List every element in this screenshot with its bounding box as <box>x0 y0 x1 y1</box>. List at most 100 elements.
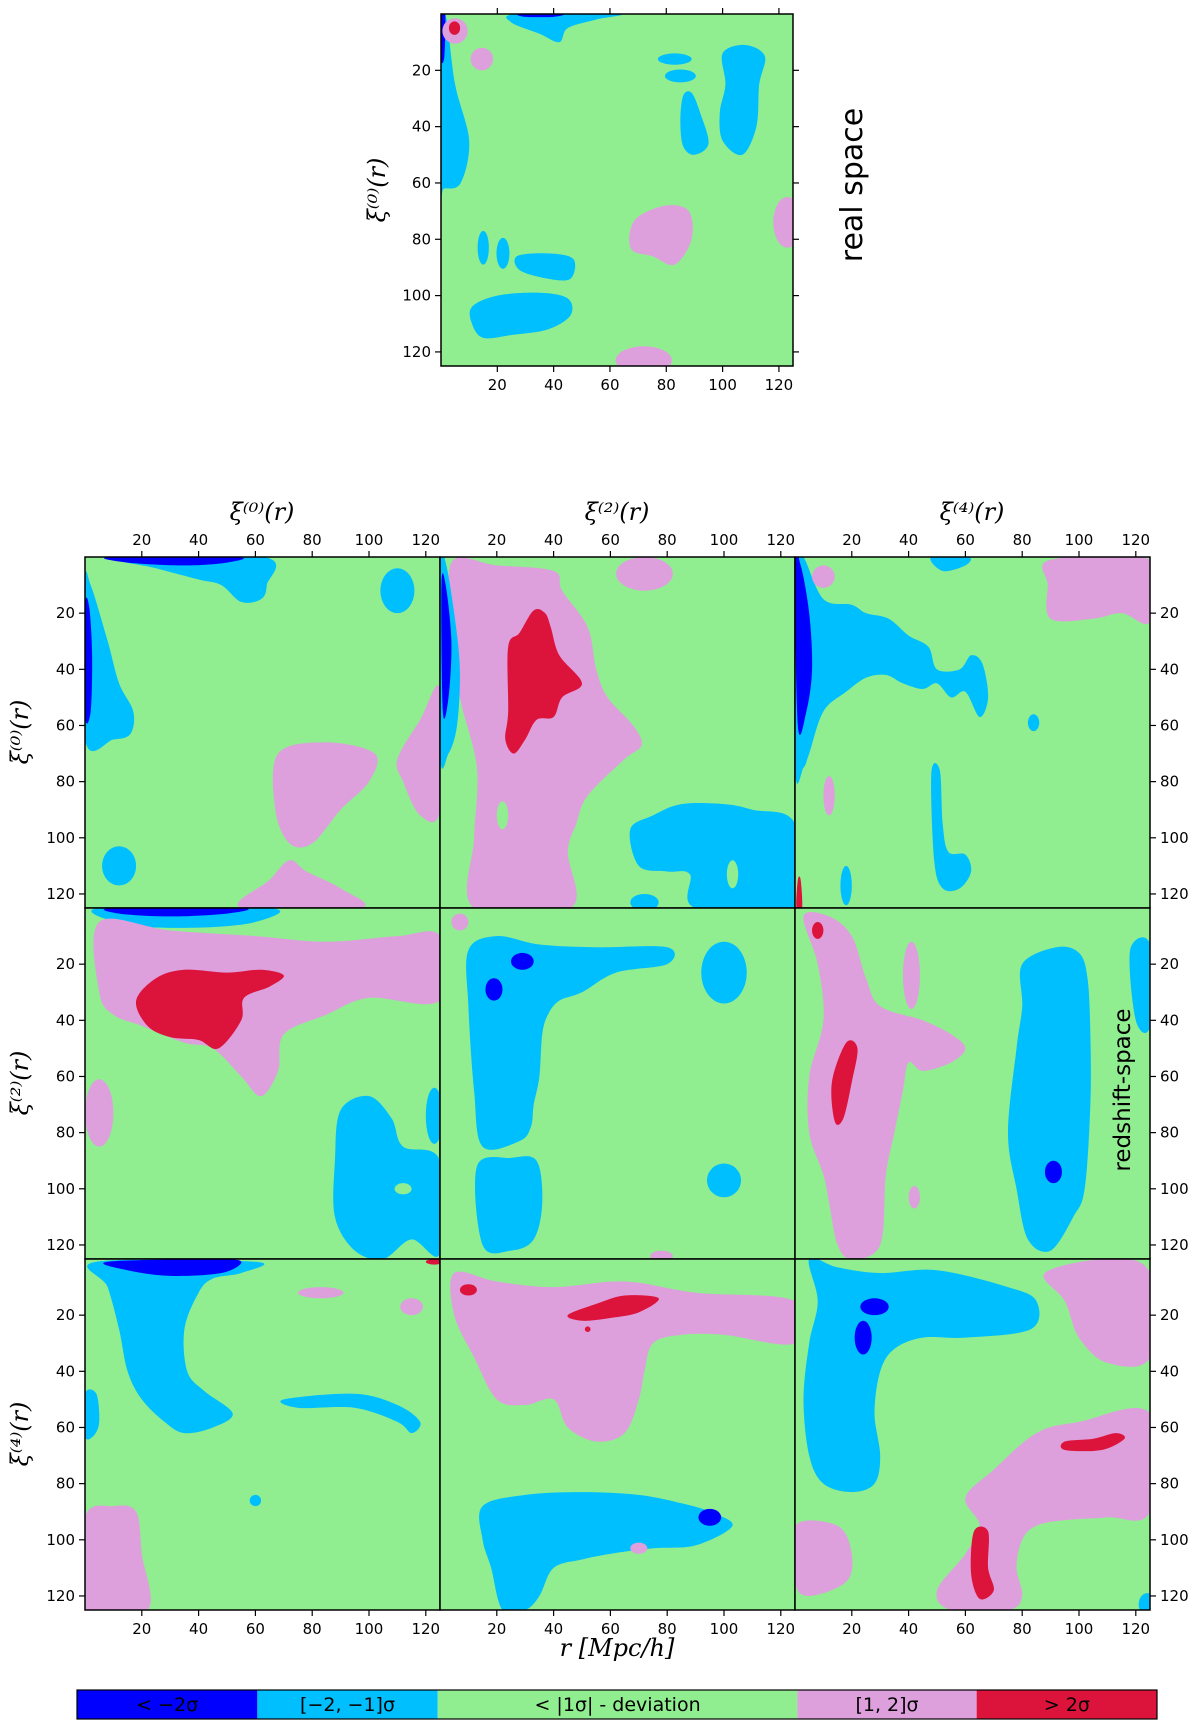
redshift-panel-xi2-xi0: 20 40 60 80 100 120 <box>46 907 441 1260</box>
x-tick-label: 20 <box>487 1620 506 1638</box>
contour-region-level-1 <box>930 557 971 572</box>
y-tick-label: 120 <box>46 885 75 903</box>
x-tick-label: 60 <box>600 376 619 394</box>
contour-region-level-1 <box>664 69 696 83</box>
contour-region-level-0 <box>485 978 503 1001</box>
x-tick-label-top: 20 <box>487 531 506 549</box>
x-tick-label-top: 60 <box>246 531 265 549</box>
x-tick-label: 120 <box>411 1620 440 1638</box>
redshift-panel-xi0-xi4: 20 20 40 40 60 60 80 80 100 100 120 120 <box>794 531 1189 909</box>
y-tick-label: 40 <box>412 118 431 136</box>
legend-label: [1, 2]σ <box>855 1694 918 1716</box>
y-tick-label: 100 <box>402 287 431 305</box>
contour-region-level-1 <box>719 44 766 156</box>
contour-region-level-3 <box>908 1185 920 1209</box>
contour-region-level-3 <box>400 1298 423 1316</box>
y-tick-label-right: 100 <box>1160 1180 1189 1198</box>
contour-region-level-3 <box>823 776 835 816</box>
legend-label: [−2, −1]σ <box>300 1694 395 1716</box>
y-tick-label-right: 120 <box>1160 885 1189 903</box>
x-tick-label-top: 40 <box>899 531 918 549</box>
contour-region-level-1 <box>85 1389 100 1440</box>
x-tick-label-top: 120 <box>1121 531 1150 549</box>
row-title-xi0: ξ⁽⁰⁾(r) <box>6 700 34 765</box>
contour-regions <box>450 1271 795 1610</box>
contour-region-level-3 <box>470 47 494 71</box>
legend-swatch-level-0 <box>77 1690 258 1719</box>
contour-region-level-1 <box>680 91 709 155</box>
x-tick-label-top: 100 <box>355 531 384 549</box>
y-tick-label-right: 60 <box>1160 716 1179 734</box>
y-tick-label-right: 120 <box>1160 1236 1189 1254</box>
x-tick-label: 100 <box>710 1620 739 1638</box>
contour-region-level-1 <box>795 557 989 784</box>
contour-region-level-4 <box>1060 1433 1125 1452</box>
contour-region-level-1 <box>380 568 415 614</box>
legend-swatch-level-1 <box>257 1690 438 1719</box>
x-tick-label-top: 40 <box>189 531 208 549</box>
x-tick-label-top: 40 <box>544 531 563 549</box>
redshift-panel-xi4-xi2: 20 40 60 80 100 120 <box>439 1258 796 1638</box>
contour-region-level-3 <box>902 941 920 1010</box>
legend-swatch-level-2 <box>437 1690 798 1719</box>
x-tick-label-top: 20 <box>842 531 861 549</box>
redshift-panel-xi2-xi4: 20 40 60 80 100 120 <box>794 907 1189 1260</box>
contour-region-level-1 <box>425 1087 440 1144</box>
row-title-xi2: ξ⁽²⁾(r) <box>6 1051 34 1116</box>
contour-region-level-1 <box>701 941 747 1004</box>
contour-region-level-3 <box>396 685 440 823</box>
x-tick-label-top: 120 <box>766 531 795 549</box>
real-space-panel: 20 20 40 40 60 60 80 80 100 100 120 120 <box>402 8 799 394</box>
contour-region-level-4 <box>567 1295 659 1321</box>
x-tick-label-top: 80 <box>658 531 677 549</box>
contour-region-level-1 <box>1008 946 1091 1252</box>
contour-region-level-1 <box>249 1494 262 1507</box>
x-tick-label-top: 120 <box>411 531 440 549</box>
y-tick-label: 60 <box>56 1067 75 1085</box>
x-tick-label: 40 <box>544 1620 563 1638</box>
redshift-panel-xi2-xi2 <box>439 907 796 1260</box>
y-tick-label: 80 <box>56 1124 75 1142</box>
x-tick-label: 80 <box>303 1620 322 1638</box>
x-tick-label: 40 <box>189 1620 208 1638</box>
contour-regions <box>803 912 1150 1259</box>
contour-regions <box>441 14 793 366</box>
contour-region-level-3 <box>93 918 440 1097</box>
x-tick-label: 80 <box>1013 1620 1032 1638</box>
x-tick-label-top: 100 <box>1065 531 1094 549</box>
y-tick-label: 80 <box>412 230 431 248</box>
contour-region-level-3 <box>85 1505 151 1610</box>
contour-region-level-1 <box>441 14 470 202</box>
x-tick-label: 40 <box>544 376 563 394</box>
contour-region-level-1 <box>1129 937 1150 1034</box>
x-tick-label: 20 <box>842 1620 861 1638</box>
redshift-space-title: redshift-space <box>1110 1008 1136 1171</box>
y-tick-label: 40 <box>56 1362 75 1380</box>
contour-regions <box>795 557 1150 908</box>
contour-regions <box>440 557 795 908</box>
x-tick-label-top: 80 <box>1013 531 1032 549</box>
contour-regions <box>85 908 440 1259</box>
x-tick-label: 120 <box>765 376 794 394</box>
y-tick-label-right: 20 <box>1160 604 1179 622</box>
contour-region-level-1 <box>840 865 852 906</box>
x-tick-label: 120 <box>766 1620 795 1638</box>
contour-region-level-1 <box>931 763 972 892</box>
contour-region-level-3 <box>1043 1259 1150 1367</box>
x-tick-label: 100 <box>355 1620 384 1638</box>
redshift-panel-xi0-xi2: 20 40 60 80 100 120 <box>439 531 796 909</box>
redshift-panel-xi0-xi0: 20 20 40 40 60 60 80 80 100 100 120 120 <box>46 531 441 909</box>
y-tick-label: 60 <box>412 174 431 192</box>
col-title-xi4: ξ⁽⁴⁾(r) <box>940 498 1005 526</box>
contour-region-level-1 <box>280 1393 421 1434</box>
contour-region-level-4 <box>851 1048 858 1055</box>
contour-region-level-0 <box>103 1259 242 1276</box>
contour-region-level-1 <box>466 935 675 1150</box>
contour-regions <box>795 1259 1150 1610</box>
row-title-xi4: ξ⁽⁴⁾(r) <box>6 1402 34 1467</box>
contour-region-level-3 <box>616 557 673 591</box>
contour-region-level-1 <box>629 803 795 908</box>
contour-region-level-3 <box>85 1079 114 1147</box>
x-tick-label: 60 <box>956 1620 975 1638</box>
y-tick-label: 120 <box>46 1236 75 1254</box>
